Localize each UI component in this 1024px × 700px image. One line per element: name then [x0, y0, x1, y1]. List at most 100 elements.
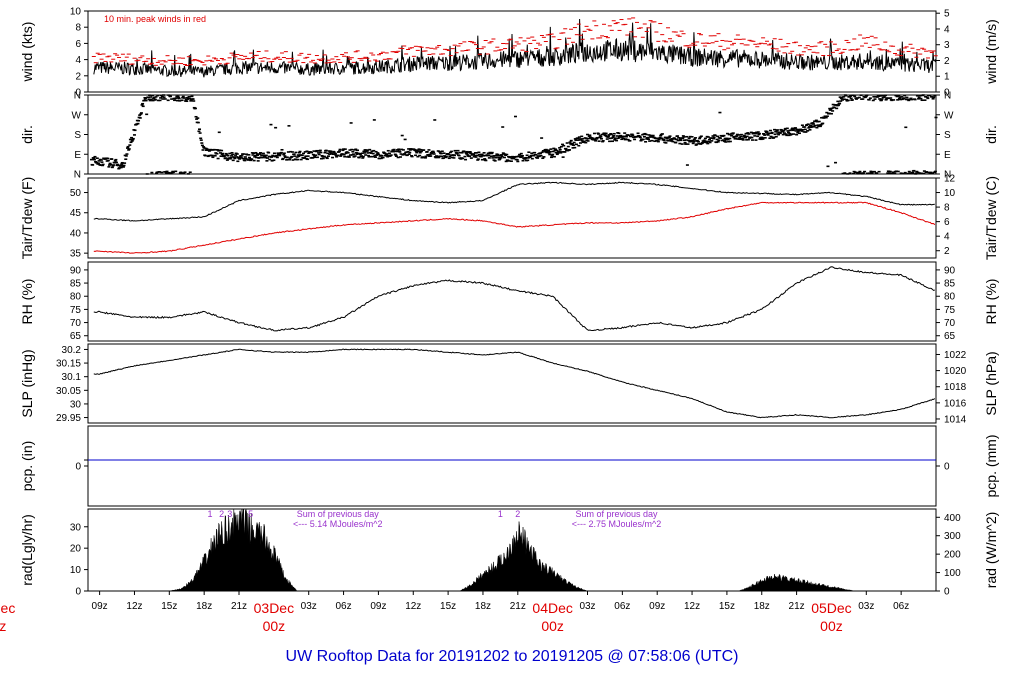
xtick-label: 09z: [649, 601, 665, 612]
xtick-label: 03z: [301, 601, 317, 612]
xtick-label: 15z: [719, 601, 735, 612]
xtick-label: 09z: [92, 601, 108, 612]
ylabel-wind: wind (kts): [19, 22, 35, 83]
ytick-label-rh: 70: [70, 318, 82, 329]
ytick-label-precip: 0: [75, 462, 81, 473]
ytick-right-label-wind: 1: [944, 72, 950, 83]
xtick-label: 15z: [161, 601, 177, 612]
ytick-label-radiation: 10: [70, 565, 82, 576]
xtick-label: 06z: [893, 601, 909, 612]
xtick-label: 06z: [614, 601, 630, 612]
series-tair: [93, 181, 935, 222]
ytick-right-label-temperature: 4: [944, 232, 950, 243]
day-label-date: 05Dec: [811, 600, 851, 616]
radiation-marker: 2: [515, 509, 520, 519]
ytick-right-label-temperature: 8: [944, 203, 950, 214]
panel-wind: [87, 10, 937, 93]
xtick-label: 18z: [754, 601, 770, 612]
ylabel-right-precip: pcp. (mm): [983, 435, 999, 498]
day-label-time: 00z: [0, 618, 6, 634]
ytick-right-label-pressure: 1022: [944, 350, 967, 361]
peak-wind-note: 10 min. peak winds in red: [104, 14, 206, 24]
ytick-right-label-direction: E: [944, 150, 951, 161]
ytick-right-label-rh: 65: [944, 331, 956, 342]
ytick-label-direction: E: [74, 150, 81, 161]
radiation-note-line2: <--- 2.75 MJoules/m^2: [572, 519, 662, 529]
panel-precip: [87, 425, 937, 507]
ylabel-rh: RH (%): [19, 279, 35, 325]
ytick-label-radiation: 20: [70, 544, 82, 555]
ytick-right-label-wind: 0: [944, 88, 950, 99]
xtick-label: 03z: [579, 601, 595, 612]
ylabel-right-radiation: rad (W/m^2): [983, 512, 999, 589]
ytick-label-rh: 85: [70, 279, 82, 290]
ytick-right-label-direction: W: [944, 110, 954, 121]
radiation-marker: 2: [219, 509, 224, 519]
day-label-time: 00z: [820, 618, 843, 634]
xtick-label: 15z: [440, 601, 456, 612]
ytick-label-temperature: 50: [70, 188, 82, 199]
ytick-right-label-rh: 85: [944, 279, 956, 290]
ytick-right-label-direction: N: [944, 170, 951, 181]
xtick-label: 21z: [231, 601, 247, 612]
series-slp: [93, 348, 936, 419]
ytick-label-rh: 80: [70, 292, 82, 303]
ylabel-right-pressure: SLP (hPa): [983, 351, 999, 415]
ytick-right-label-wind: 2: [944, 56, 950, 67]
ylabel-right-wind: wind (m/s): [983, 19, 999, 85]
radiation-marker: 5: [248, 509, 253, 519]
ylabel-right-direction: dir.: [983, 125, 999, 144]
series-radiation: [88, 508, 936, 592]
day-label-time: 00z: [263, 618, 286, 634]
xtick-label: 03z: [858, 601, 874, 612]
ylabel-direction: dir.: [19, 125, 35, 144]
xtick-label: 12z: [126, 601, 142, 612]
xtick-label: 18z: [475, 601, 491, 612]
ytick-label-radiation: 30: [70, 522, 82, 533]
ytick-right-label-pressure: 1020: [944, 366, 967, 377]
ytick-right-label-direction: S: [944, 130, 951, 141]
ytick-right-label-temperature: 12: [944, 174, 956, 185]
ytick-label-temperature: 45: [70, 208, 82, 219]
day-label-date: 02Dec: [0, 600, 15, 616]
ytick-right-label-radiation: 200: [944, 550, 961, 561]
day-label-date: 03Dec: [254, 600, 294, 616]
ytick-right-label-pressure: 1016: [944, 398, 967, 409]
ytick-right-label-rh: 70: [944, 318, 956, 329]
ytick-label-pressure: 30.05: [56, 386, 81, 397]
ytick-label-pressure: 30.15: [56, 359, 81, 370]
ylabel-radiation: rad(Lgly/hr): [19, 514, 35, 586]
ytick-label-wind: 4: [75, 55, 81, 66]
footer-title: UW Rooftop Data for 20191202 to 20191205…: [285, 648, 739, 665]
ytick-right-label-rh: 90: [944, 265, 956, 276]
ytick-label-wind: 8: [75, 23, 81, 34]
ytick-label-direction: N: [74, 91, 81, 102]
ytick-label-direction: N: [74, 170, 81, 181]
ytick-right-label-temperature: 6: [944, 217, 950, 228]
ytick-label-rh: 65: [70, 331, 82, 342]
ytick-label-radiation: 0: [75, 587, 81, 598]
xtick-label: 18z: [196, 601, 212, 612]
ytick-right-label-radiation: 0: [944, 587, 950, 598]
ylabel-pressure: SLP (inHg): [19, 349, 35, 417]
ytick-label-wind: 6: [75, 39, 81, 50]
ytick-right-label-rh: 80: [944, 292, 956, 303]
xtick-label: 21z: [789, 601, 805, 612]
xtick-label: 12z: [684, 601, 700, 612]
ytick-right-label-direction: N: [944, 91, 951, 102]
radiation-note-line2: <--- 5.14 MJoules/m^2: [293, 519, 383, 529]
ytick-right-label-radiation: 300: [944, 531, 961, 542]
xtick-label: 09z: [370, 601, 386, 612]
xtick-label: 12z: [405, 601, 421, 612]
ytick-right-label-wind: 5: [944, 9, 950, 20]
ytick-right-label-temperature: 10: [944, 188, 956, 199]
ytick-right-label-radiation: 400: [944, 513, 961, 524]
ytick-label-direction: W: [72, 110, 82, 121]
xtick-label: 21z: [510, 601, 526, 612]
radiation-note-line1: Sum of previous day: [576, 509, 659, 519]
ytick-label-wind: 2: [75, 71, 81, 82]
ylabel-right-rh: RH (%): [983, 279, 999, 325]
ytick-label-wind: 10: [70, 7, 82, 18]
ylabel-precip: pcp. (in): [19, 441, 35, 492]
